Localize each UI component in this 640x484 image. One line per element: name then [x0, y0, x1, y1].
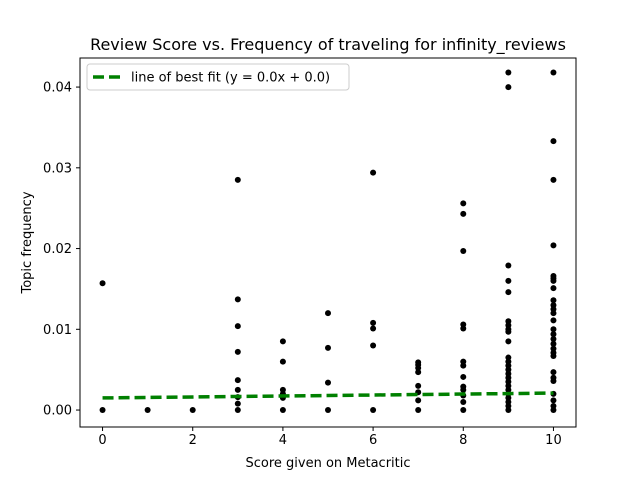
data-point: [370, 407, 377, 414]
data-point: [460, 358, 467, 365]
y-tick-label: 0.03: [43, 161, 72, 176]
x-tick-label: 4: [279, 433, 287, 448]
data-point: [234, 400, 241, 407]
data-point: [460, 398, 467, 405]
data-point: [550, 345, 557, 352]
data-point: [234, 348, 241, 355]
data-point: [415, 382, 422, 389]
data-point: [550, 335, 557, 342]
data-point: [415, 397, 422, 404]
data-point: [550, 331, 557, 338]
data-point: [550, 138, 557, 145]
data-point: [370, 342, 377, 349]
best-fit-line: [102, 391, 554, 400]
data-point: [505, 354, 512, 361]
data-point: [234, 323, 241, 330]
x-axis-label: Score given on Metacritic: [245, 456, 410, 471]
data-point: [325, 407, 331, 414]
data-point: [460, 200, 467, 207]
data-point: [279, 358, 286, 365]
data-point: [505, 289, 512, 296]
data-point: [279, 407, 286, 414]
y-tick-label: 0.04: [43, 81, 72, 96]
data-point: [550, 369, 557, 376]
data-point: [550, 317, 557, 324]
y-tick-label: 0.01: [43, 323, 72, 338]
data-point: [505, 318, 512, 325]
data-point: [505, 69, 512, 76]
data-point: [550, 285, 557, 292]
plot-frame: [79, 57, 577, 428]
data-point: [460, 247, 467, 254]
data-point: [234, 296, 241, 303]
data-point: [505, 262, 512, 269]
x-tick-label: 0: [98, 433, 106, 448]
data-point: [550, 242, 557, 249]
data-point: [325, 310, 331, 317]
data-point: [234, 176, 241, 183]
data-point: [550, 69, 557, 76]
legend: line of best fit (y = 0.0x + 0.0): [86, 63, 350, 91]
data-point: [550, 340, 557, 347]
data-point: [370, 169, 377, 176]
axes: 0 2 4 6 8 10 0.00 0.01 0.02 0.03 0.04: [43, 57, 577, 448]
data-point: [99, 407, 106, 414]
data-point: [550, 176, 557, 183]
data-point: [415, 407, 422, 414]
data-marks: [99, 69, 557, 414]
data-point: [370, 325, 377, 332]
data-point: [550, 403, 557, 410]
data-point: [505, 277, 512, 284]
data-point: [460, 373, 467, 380]
data-point: [550, 297, 557, 304]
data-point: [144, 407, 151, 414]
data-point: [460, 321, 467, 328]
y-tick-label: 0.00: [43, 404, 72, 419]
data-point: [234, 377, 241, 384]
data-point: [234, 407, 241, 414]
data-point: [279, 338, 286, 345]
data-point: [234, 386, 241, 393]
legend-label: line of best fit (y = 0.0x + 0.0): [131, 71, 330, 86]
y-axis-label: Topic frequency: [20, 191, 35, 294]
data-point: [550, 326, 557, 333]
x-tick-label: 2: [189, 433, 197, 448]
data-point: [550, 302, 557, 309]
plot-area: [80, 58, 576, 427]
y-tick-label: 0.02: [43, 242, 72, 257]
data-point: [325, 344, 331, 351]
data-point: [415, 359, 422, 366]
data-point: [550, 273, 557, 280]
data-point: [460, 383, 467, 390]
data-point: [460, 210, 467, 217]
data-point: [550, 374, 557, 381]
chart-title: Review Score vs. Frequency of traveling …: [90, 35, 566, 55]
data-point: [99, 280, 106, 287]
data-point: [460, 407, 467, 414]
data-point: [279, 386, 286, 393]
data-point: [325, 379, 331, 386]
x-tick-label: 10: [545, 433, 562, 448]
data-point: [370, 319, 377, 326]
x-tick-label: 6: [369, 433, 377, 448]
x-tick-label: 8: [459, 433, 467, 448]
legend-box: [86, 63, 350, 91]
data-point: [189, 407, 196, 414]
data-point: [550, 397, 557, 404]
data-point: [505, 338, 512, 345]
data-point: [505, 84, 512, 91]
